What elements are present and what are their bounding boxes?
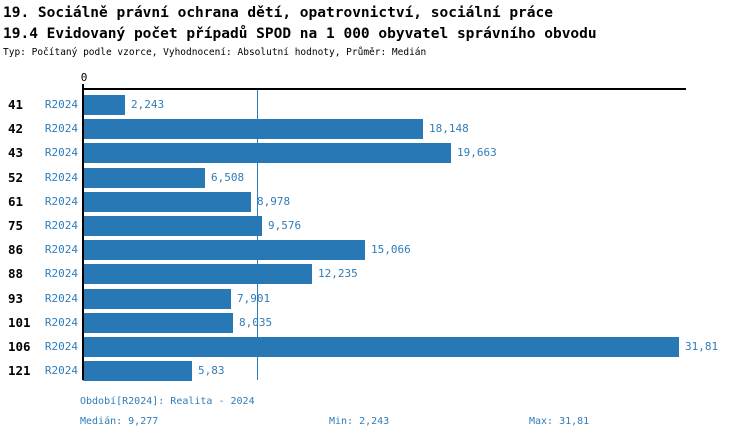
x-axis-line xyxy=(83,88,686,90)
chart-meta-line: Typ: Počítaný podle vzorce, Vyhodnocení:… xyxy=(3,47,427,58)
row-category-label: 61 xyxy=(8,194,24,209)
bar-value-label: 6,508 xyxy=(211,171,245,184)
row-category-label: 75 xyxy=(8,218,24,233)
x-axis-zero-tick-label: 0 xyxy=(80,71,88,84)
bar-value-label: 15,066 xyxy=(371,243,411,256)
row-series-label: R2024 xyxy=(44,195,78,208)
row-series-label: R2024 xyxy=(44,364,78,377)
y-axis-line xyxy=(82,84,84,380)
min-stat: Min: 2,243 xyxy=(329,416,390,427)
bar-value-label: 31,81 xyxy=(685,340,719,353)
chart-subtitle: 19.4 Evidovaný počet případů SPOD na 1 0… xyxy=(3,26,597,42)
row-series-label: R2024 xyxy=(44,219,78,232)
bar-value-label: 2,243 xyxy=(131,98,165,111)
value-bar xyxy=(83,264,312,284)
period-legend: Období[R2024]: Realita - 2024 xyxy=(80,396,255,407)
row-series-label: R2024 xyxy=(44,292,78,305)
row-category-label: 43 xyxy=(8,145,24,160)
value-bar xyxy=(83,361,192,381)
bar-value-label: 12,235 xyxy=(318,267,358,280)
bar-value-label: 19,663 xyxy=(457,146,497,159)
row-category-label: 93 xyxy=(8,291,24,306)
value-bar xyxy=(83,240,365,260)
value-bar xyxy=(83,168,205,188)
value-bar xyxy=(83,95,125,115)
chart-title: 19. Sociálně právní ochrana dětí, opatro… xyxy=(3,5,553,21)
value-bar xyxy=(83,289,231,309)
max-stat: Max: 31,81 xyxy=(529,416,590,427)
row-series-label: R2024 xyxy=(44,122,78,135)
value-bar xyxy=(83,119,423,139)
value-bar xyxy=(83,192,251,212)
row-category-label: 88 xyxy=(8,266,24,281)
bar-value-label: 5,83 xyxy=(198,364,225,377)
value-bar xyxy=(83,143,451,163)
bar-value-label: 7,901 xyxy=(237,292,271,305)
row-series-label: R2024 xyxy=(44,171,78,184)
row-series-label: R2024 xyxy=(44,98,78,111)
row-series-label: R2024 xyxy=(44,267,78,280)
value-bar xyxy=(83,337,679,357)
row-category-label: 121 xyxy=(8,363,31,378)
row-category-label: 101 xyxy=(8,315,31,330)
row-category-label: 41 xyxy=(8,97,24,112)
row-series-label: R2024 xyxy=(44,243,78,256)
median-stat: Medián: 9,277 xyxy=(80,416,159,427)
row-series-label: R2024 xyxy=(44,316,78,329)
row-series-label: R2024 xyxy=(44,146,78,159)
bar-value-label: 8,978 xyxy=(257,195,291,208)
bar-value-label: 9,576 xyxy=(268,219,302,232)
row-category-label: 52 xyxy=(8,170,24,185)
row-category-label: 42 xyxy=(8,121,24,136)
value-bar xyxy=(83,313,233,333)
bar-value-label: 8,035 xyxy=(239,316,273,329)
row-series-label: R2024 xyxy=(44,340,78,353)
row-category-label: 86 xyxy=(8,242,24,257)
row-category-label: 106 xyxy=(8,339,31,354)
value-bar xyxy=(83,216,262,236)
bar-value-label: 18,148 xyxy=(429,122,469,135)
